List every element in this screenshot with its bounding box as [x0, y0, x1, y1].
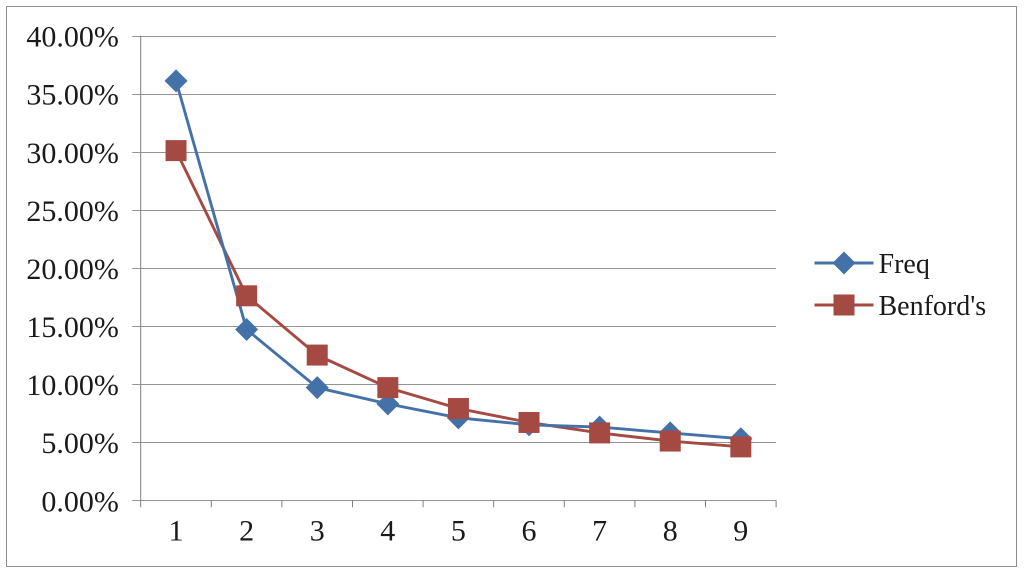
svg-text:4: 4	[380, 514, 395, 547]
svg-text:2: 2	[239, 514, 254, 547]
svg-text:5: 5	[451, 514, 466, 547]
svg-text:8: 8	[663, 514, 678, 547]
svg-text:3: 3	[310, 514, 325, 547]
svg-text:Benford's: Benford's	[879, 291, 987, 322]
svg-text:30.00%: 30.00%	[26, 137, 119, 170]
svg-text:6: 6	[522, 514, 537, 547]
svg-text:9: 9	[733, 514, 748, 547]
svg-text:25.00%: 25.00%	[26, 195, 119, 228]
svg-text:35.00%: 35.00%	[26, 79, 119, 112]
svg-text:Freq: Freq	[879, 249, 930, 280]
svg-text:40.00%: 40.00%	[26, 21, 119, 54]
svg-text:10.00%: 10.00%	[26, 369, 119, 402]
svg-text:20.00%: 20.00%	[26, 253, 119, 286]
svg-text:5.00%: 5.00%	[41, 427, 119, 460]
svg-text:0.00%: 0.00%	[41, 485, 119, 518]
svg-text:7: 7	[592, 514, 607, 547]
svg-text:15.00%: 15.00%	[26, 311, 119, 344]
svg-text:1: 1	[169, 514, 184, 547]
